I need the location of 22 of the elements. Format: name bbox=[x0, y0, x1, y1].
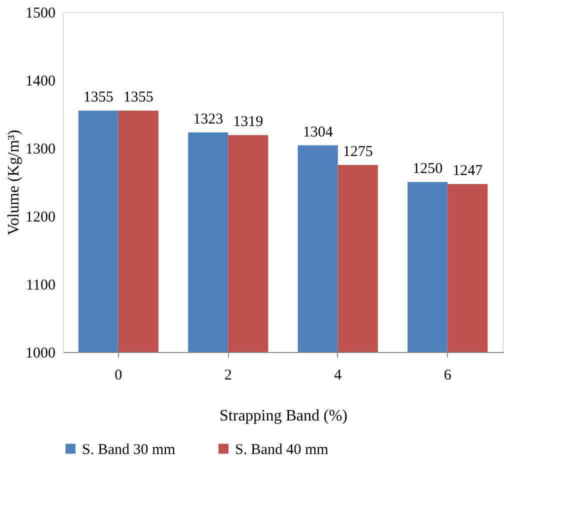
data-label: 1355 bbox=[83, 90, 114, 106]
data-label: 1355 bbox=[123, 90, 154, 106]
y-tick-label: 1100 bbox=[26, 278, 56, 294]
data-label: 1319 bbox=[233, 114, 264, 130]
y-tick-label: 1200 bbox=[26, 210, 56, 226]
x-tick-label: 4 bbox=[334, 368, 342, 384]
x-tick-label: 6 bbox=[444, 368, 452, 384]
data-label: 1304 bbox=[302, 124, 334, 140]
data-label: 1247 bbox=[452, 163, 484, 180]
y-tick-label: 1500 bbox=[26, 6, 56, 22]
y-tick-label: 1300 bbox=[26, 142, 56, 158]
legend-label: S. Band 30 mm bbox=[82, 442, 176, 458]
data-label: 1250 bbox=[412, 161, 443, 177]
x-tick-label: 2 bbox=[224, 368, 232, 384]
data-label: 1323 bbox=[193, 111, 224, 128]
y-tick-label: 1400 bbox=[26, 74, 56, 90]
data-label: 1275 bbox=[342, 144, 373, 160]
x-axis-title: Strapping Band (%) bbox=[220, 408, 348, 424]
y-tick-label: 1000 bbox=[26, 346, 56, 362]
legend-label: S. Band 40 mm bbox=[235, 442, 329, 458]
x-tick-label: 0 bbox=[114, 368, 122, 384]
y-axis-title: Volume (Kg/m³) bbox=[6, 130, 22, 236]
